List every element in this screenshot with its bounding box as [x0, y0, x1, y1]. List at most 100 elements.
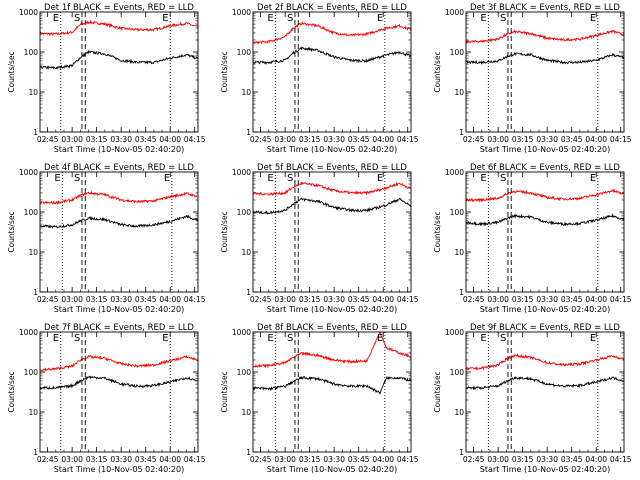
panel-title: Det 5f BLACK = Events, RED = LLD — [257, 163, 407, 173]
x-tick-label: 03:15 — [299, 295, 321, 304]
x-tick-label: 03:30 — [323, 295, 345, 304]
y-tick-label: 100 — [237, 48, 252, 57]
marker-label: E — [377, 333, 383, 344]
x-tick-label: 04:00 — [585, 135, 607, 144]
x-tick-label: 03:00 — [61, 295, 83, 304]
x-tick-label: 03:00 — [274, 135, 296, 144]
x-tick-label: 03:45 — [561, 135, 583, 144]
y-axis-label: Counts/sec — [220, 211, 229, 252]
series-line-black — [40, 214, 198, 229]
x-tick-label: 02:45 — [37, 295, 59, 304]
marker-label: E — [53, 333, 59, 344]
panel-title: Det 3f BLACK = Events, RED = LLD — [470, 3, 620, 13]
y-tick-label: 10 — [28, 88, 38, 97]
x-tick-label: 03:45 — [348, 295, 370, 304]
x-tick-label: 03:00 — [487, 455, 509, 464]
x-tick-label: 03:30 — [536, 295, 558, 304]
x-tick-label: 02:45 — [463, 295, 485, 304]
marker-label: E — [162, 13, 168, 24]
marker-label: E — [164, 173, 170, 184]
y-axis-label: Counts/sec — [7, 211, 16, 252]
y-tick-label: 1000 — [19, 8, 38, 17]
x-tick-label: 04:00 — [585, 455, 607, 464]
panel-title: Det 6f BLACK = Events, RED = LLD — [470, 163, 620, 173]
y-axis-label: Counts/sec — [220, 371, 229, 412]
series-line-red — [253, 181, 411, 197]
plot-frame — [39, 11, 199, 133]
x-tick-label: 03:00 — [487, 295, 509, 304]
x-tick-label: 03:15 — [512, 295, 534, 304]
marker-label: E — [162, 333, 168, 344]
x-tick-label: 03:30 — [536, 135, 558, 144]
series-line-red — [466, 188, 624, 203]
series-line-black — [466, 212, 624, 227]
series-line-black — [253, 46, 411, 65]
y-tick-label: 1000 — [232, 328, 251, 337]
series-line-black — [40, 49, 198, 70]
marker-label: S — [500, 173, 506, 184]
x-tick-label: 03:00 — [274, 455, 296, 464]
y-tick-label: 1 — [33, 288, 38, 297]
series-line-red — [40, 354, 198, 372]
marker-label: E — [590, 333, 596, 344]
marker-label: E — [480, 333, 486, 344]
y-tick-label: 1 — [459, 448, 464, 457]
series-line-black — [466, 376, 624, 391]
y-tick-label: 10 — [454, 88, 464, 97]
x-axis-label: Start Time (10-Nov-05 02:40:20) — [480, 145, 610, 154]
marker-label: S — [287, 13, 293, 24]
y-tick-label: 100 — [24, 208, 39, 217]
panel-title: Det 1f BLACK = Events, RED = LLD — [44, 3, 194, 13]
panel-title: Det 4f BLACK = Events, RED = LLD — [44, 163, 194, 173]
series-line-red — [253, 20, 411, 45]
marker-label: S — [500, 333, 506, 344]
marker-label: E — [53, 13, 59, 24]
y-tick-label: 1 — [33, 448, 38, 457]
plot-frame — [465, 171, 625, 293]
y-tick-label: 10 — [241, 408, 251, 417]
x-tick-label: 03:45 — [348, 135, 370, 144]
plot-frame — [465, 331, 625, 453]
series-line-black — [253, 197, 411, 215]
x-tick-label: 03:15 — [512, 135, 534, 144]
y-tick-label: 1 — [246, 288, 251, 297]
x-tick-label: 03:45 — [561, 295, 583, 304]
marker-label: E — [480, 173, 486, 184]
y-tick-label: 100 — [237, 208, 252, 217]
x-tick-label: 04:15 — [184, 455, 206, 464]
y-tick-label: 1000 — [232, 8, 251, 17]
x-tick-label: 04:15 — [610, 455, 632, 464]
x-tick-label: 02:45 — [463, 455, 485, 464]
marker-label: E — [590, 13, 596, 24]
series-line-black — [466, 52, 624, 65]
x-tick-label: 03:15 — [512, 455, 534, 464]
x-tick-label: 02:45 — [250, 455, 272, 464]
y-tick-label: 100 — [450, 368, 465, 377]
x-tick-label: 04:15 — [397, 135, 419, 144]
x-tick-label: 03:45 — [135, 295, 157, 304]
x-tick-label: 04:00 — [585, 295, 607, 304]
y-tick-label: 100 — [450, 208, 465, 217]
x-tick-label: 03:45 — [135, 135, 157, 144]
x-axis-label: Start Time (10-Nov-05 02:40:20) — [480, 465, 610, 474]
x-tick-label: 03:45 — [135, 455, 157, 464]
series-line-red — [466, 29, 624, 45]
plot-frame — [252, 11, 412, 133]
x-tick-label: 02:45 — [463, 135, 485, 144]
x-axis-label: Start Time (10-Nov-05 02:40:20) — [54, 305, 184, 314]
plot-frame — [39, 331, 199, 453]
y-tick-label: 1 — [459, 288, 464, 297]
y-tick-label: 10 — [454, 408, 464, 417]
y-axis-label: Counts/sec — [433, 371, 442, 412]
x-tick-label: 03:30 — [110, 455, 132, 464]
series-line-black — [40, 375, 198, 390]
series-line-red — [253, 332, 411, 369]
y-tick-label: 1000 — [445, 168, 464, 177]
